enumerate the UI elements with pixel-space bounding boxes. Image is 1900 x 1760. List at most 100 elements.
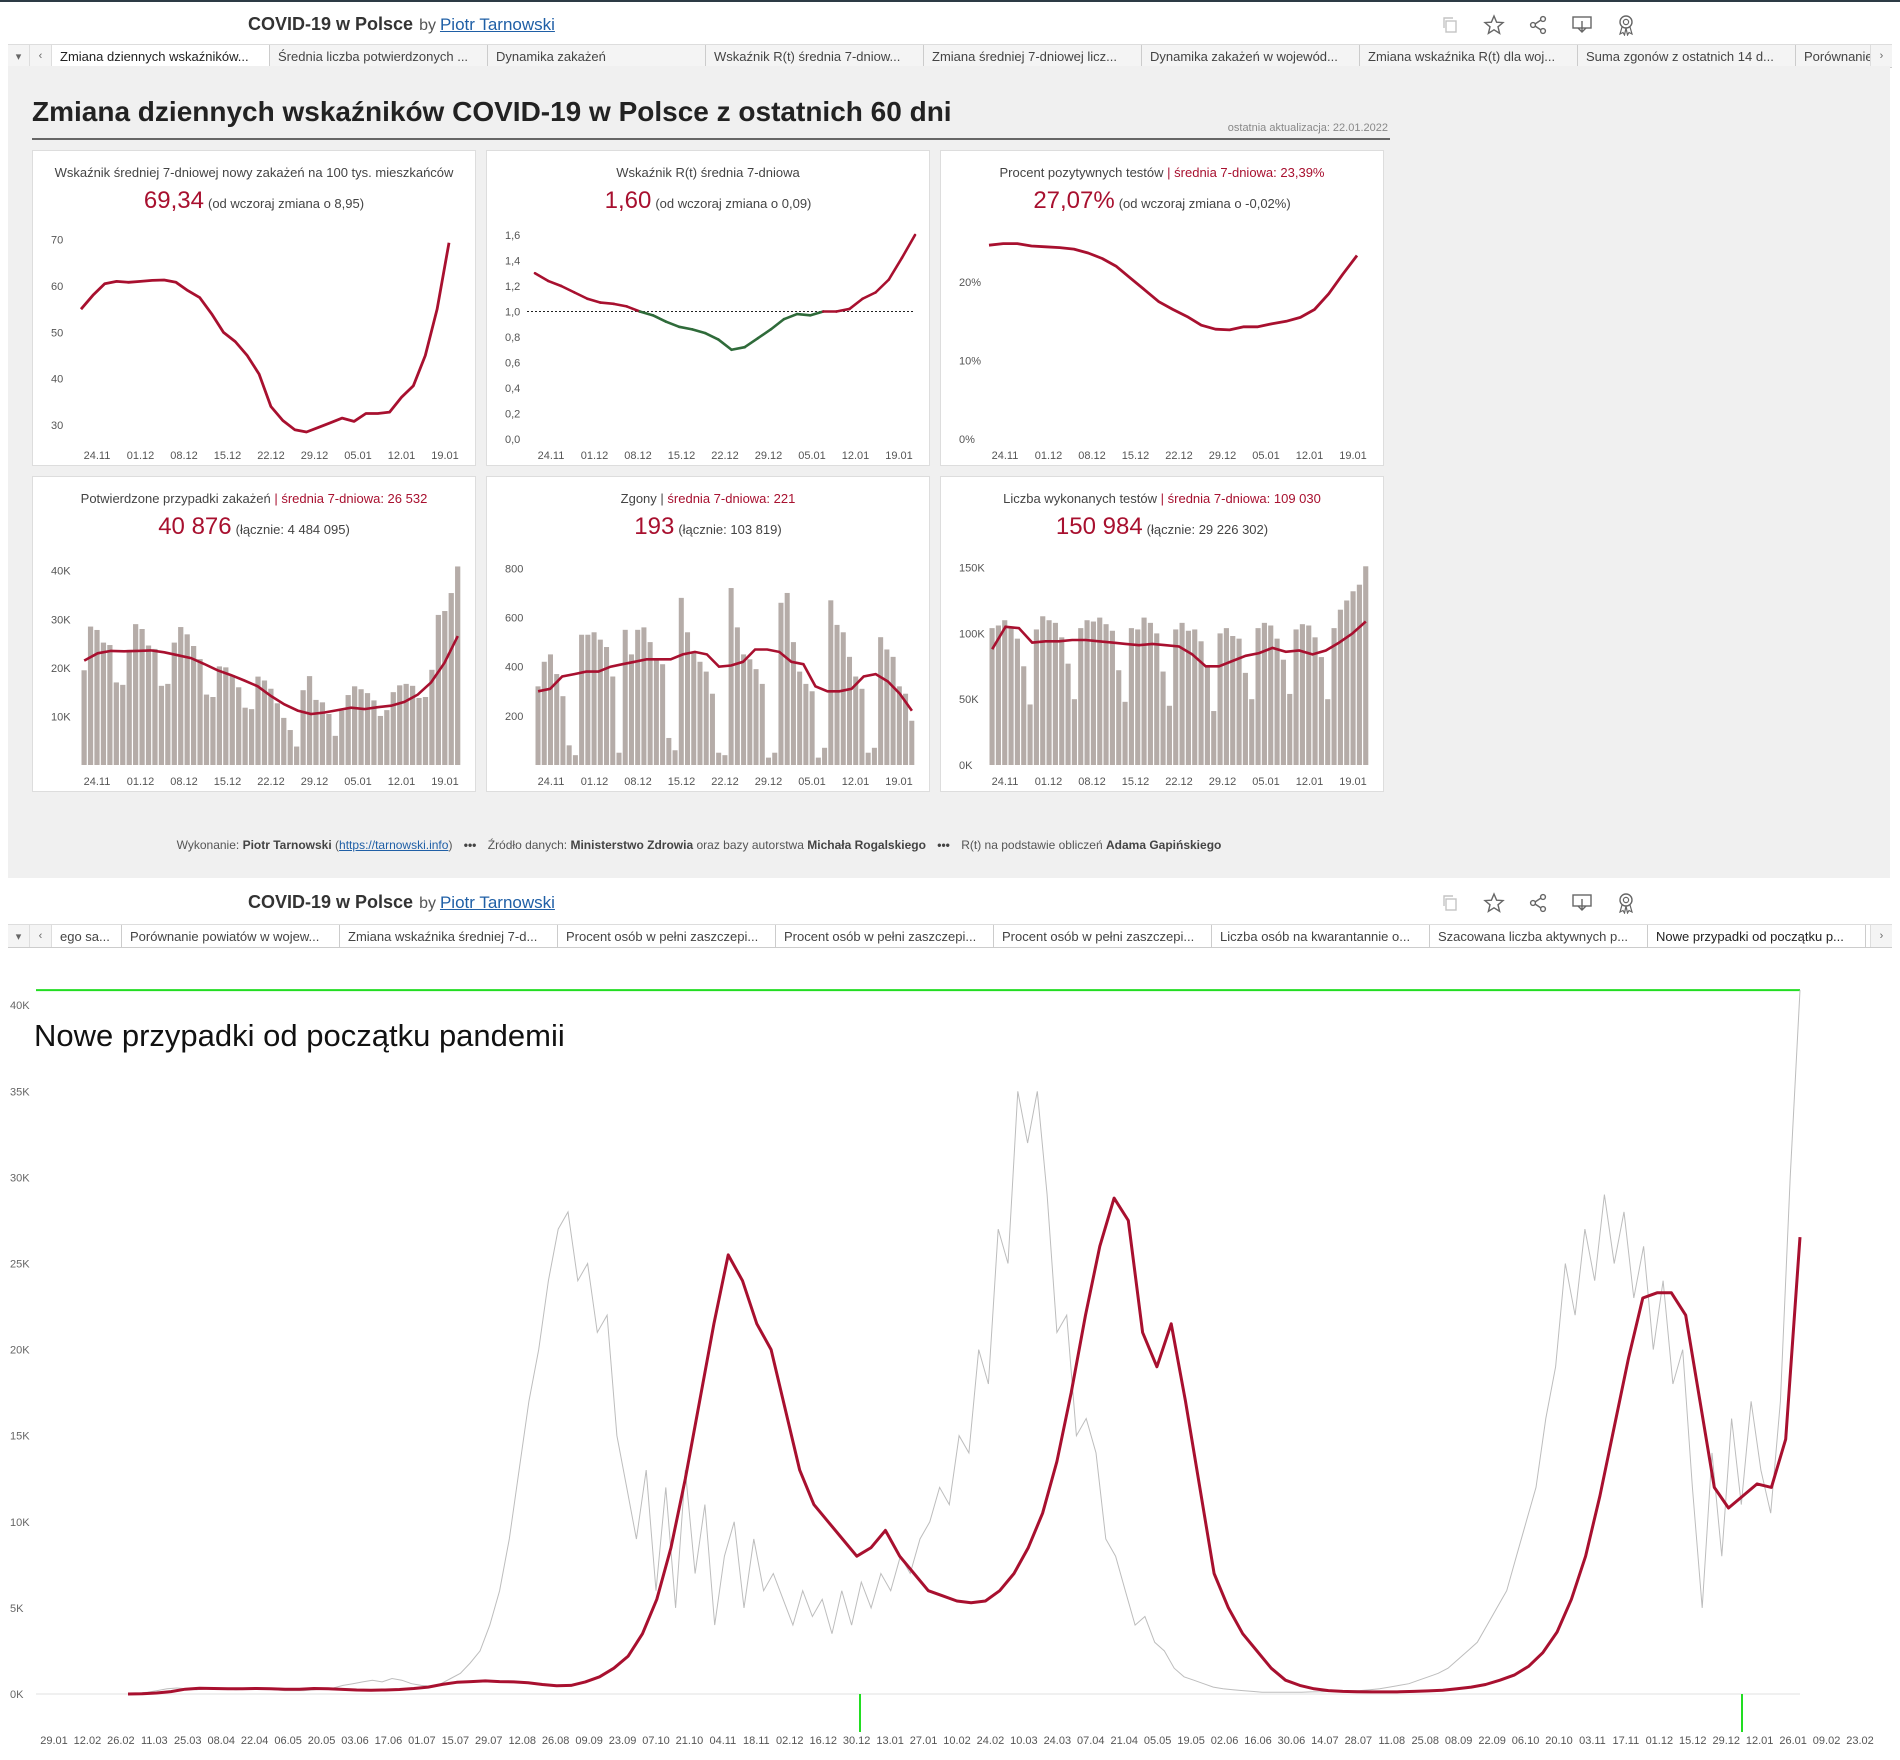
tab-aktywne-przypadki[interactable]: Szacowana liczba aktywnych p... — [1430, 925, 1648, 947]
rt-line-segment — [625, 305, 642, 313]
positive-tests-line-chart[interactable]: 20% 10% 0% 24.11 01.12 08.12 15.12 22.12 29.12 05… — [941, 223, 1385, 467]
rt-line-segment — [782, 312, 799, 321]
tabs-menu-dropdown[interactable]: ▾ — [8, 925, 30, 947]
sheet-tabs-top: ▾ ‹ Zmiana dziennych wskaźników... Średn… — [8, 44, 1892, 68]
incidence-line-chart[interactable]: 70 60 50 40 30 24.11 01.12 08.12 15.12 22.12 29.12… — [33, 223, 477, 467]
x-tick-label: 01.12 — [1035, 776, 1063, 788]
bar — [1249, 699, 1255, 765]
copy-icon[interactable] — [1435, 888, 1465, 918]
x-tick-label: 01.12 — [127, 776, 155, 788]
panel-deaths: Zgony | średnia 7-dniowa: 221 193 (łączni… — [486, 476, 930, 792]
tab-dynamika-zakazen[interactable]: Dynamika zakażeń — [488, 45, 706, 67]
new-cases-pandemic-chart[interactable]: 40K 35K 30K 25K 20K 15K 10K 5K 0K 29.01 12.02 26.02… — [0, 982, 1900, 1760]
deaths-bar-chart[interactable]: 800 600 400 200 24.11 01.12 08.12 15.12 22.12 29.… — [487, 549, 931, 793]
tab-suma-zgonow[interactable]: Suma zgonów z ostatnich 14 d... — [1578, 45, 1796, 67]
x-tick-label: 24.11 — [538, 450, 565, 462]
footer-website-link[interactable]: https://tarnowski.info — [339, 838, 449, 852]
y-tick-label: 40K — [10, 1000, 30, 1012]
panel-value: 69,34 (od wczoraj zmiana o 8,95) — [33, 187, 475, 215]
tabs-scroll-left[interactable]: ‹ — [30, 925, 52, 947]
panel-label-text: Liczba wykonanych testów — [1003, 491, 1158, 506]
star-icon[interactable] — [1479, 888, 1509, 918]
x-tick-label: 01.07 — [408, 1735, 436, 1747]
tabs-scroll-right[interactable]: › — [1870, 45, 1892, 67]
star-icon[interactable] — [1479, 10, 1509, 40]
download-icon[interactable] — [1567, 10, 1597, 40]
x-tick-label: 09.02 — [1813, 1735, 1841, 1747]
tabs-menu-dropdown[interactable]: ▾ — [8, 45, 30, 67]
x-tick-label: 20.05 — [308, 1735, 336, 1747]
avg-7day-line — [83, 635, 459, 716]
tab-kwarantanna[interactable]: Liczba osób na kwarantannie o... — [1212, 925, 1430, 947]
tab-porownanie-powiatow[interactable]: Porównanie powiatów w wojew... — [122, 925, 340, 947]
x-tick-label: 29.12 — [1712, 1735, 1740, 1747]
x-tick-label: 12.08 — [508, 1735, 536, 1747]
bar — [834, 624, 840, 765]
bar — [1299, 624, 1305, 765]
x-tick-label: 22.09 — [1478, 1735, 1506, 1747]
share-icon[interactable] — [1523, 10, 1553, 40]
daily-cases-line — [127, 990, 1801, 1695]
y-tick-label: 0K — [959, 760, 973, 772]
x-tick-label: 02.12 — [776, 1735, 804, 1747]
x-tick-label: 30.06 — [1278, 1735, 1306, 1747]
bar — [429, 669, 435, 765]
tab-wskaznik-rt[interactable]: Wskaźnik R(t) średnia 7-dniow... — [706, 45, 924, 67]
badge-icon[interactable] — [1611, 888, 1641, 918]
author-link[interactable]: Piotr Tarnowski — [439, 893, 555, 912]
bar — [1046, 620, 1052, 765]
x-tick-label: 29.12 — [301, 450, 329, 462]
bar — [352, 686, 358, 765]
bar — [1318, 657, 1324, 765]
panel-label: Wskaźnik R(t) średnia 7-dniowa — [487, 165, 929, 180]
tab-zmiana-sredniej[interactable]: Zmiana średniej 7-dniowej licz... — [924, 45, 1142, 67]
panel-label: Zgony | średnia 7-dniowa: 221 — [487, 491, 929, 506]
y-tick-label: 25K — [10, 1259, 30, 1271]
cases-bar-chart[interactable]: 40K 30K 20K 10K 24.11 01.12 08.12 15.12 22.12 29.… — [33, 549, 477, 793]
panel-incidence: Wskaźnik średniej 7-dniowej nowy zakażeń… — [32, 150, 476, 466]
tab-partial[interactable]: ego sa... — [52, 925, 122, 947]
tab-zmiana-wskaznika-sredniej[interactable]: Zmiana wskaźnika średniej 7-d... — [340, 925, 558, 947]
bar — [113, 682, 119, 765]
y-tick-label: 1,6 — [505, 230, 520, 242]
bar — [197, 659, 203, 765]
tab-procent-zaszczepionych-3[interactable]: Procent osób w pełni zaszczepi... — [994, 925, 1212, 947]
y-tick-label: 0,6 — [505, 358, 520, 370]
bar — [890, 656, 896, 765]
tab-dynamika-wojewodztwa[interactable]: Dynamika zakażeń w wojewód... — [1142, 45, 1360, 67]
bar — [660, 664, 666, 765]
tabs-scroll-left[interactable]: ‹ — [30, 45, 52, 67]
tab-zmiana-rt-woj[interactable]: Zmiana wskaźnika R(t) dla woj... — [1360, 45, 1578, 67]
rt-line-segment — [848, 297, 864, 311]
x-tick-label: 28.07 — [1345, 1735, 1373, 1747]
bar — [884, 649, 890, 765]
sheet-tabs-bottom: ▾ ‹ ego sa... Porównanie powiatów w woje… — [8, 924, 1892, 948]
tab-nowe-przypadki[interactable]: Nowe przypadki od początku p... — [1648, 925, 1866, 947]
y-tick-label: 40K — [51, 566, 71, 578]
bar — [1337, 609, 1343, 765]
download-icon[interactable] — [1567, 888, 1597, 918]
bar — [846, 656, 853, 765]
x-tick-label: 12.01 — [1296, 450, 1324, 462]
tests-bar-chart[interactable]: 150K 100K 50K 0K 24.11 01.12 08.12 15.12 22.12 29… — [941, 549, 1385, 793]
copy-icon[interactable] — [1435, 10, 1465, 40]
bar — [358, 689, 364, 765]
x-tick-label: 08.12 — [624, 776, 652, 788]
rt-line-chart[interactable]: 1,6 1,4 1,2 1,0 0,8 0,6 0,4 0,2 0,0 24.11 01.12 08.… — [487, 223, 931, 467]
tab-srednia-potwierdzonych[interactable]: Średnia liczba potwierdzonych ... — [270, 45, 488, 67]
badge-icon[interactable] — [1611, 10, 1641, 40]
panel-avg: | średnia 7-dniowa: 23,39% — [1167, 165, 1325, 180]
x-tick-label: 23.02 — [1846, 1735, 1874, 1747]
tab-procent-zaszczepionych-2[interactable]: Procent osób w pełni zaszczepi... — [776, 925, 994, 947]
x-tick-label: 08.09 — [1445, 1735, 1473, 1747]
tab-procent-zaszczepionych-1[interactable]: Procent osób w pełni zaszczepi... — [558, 925, 776, 947]
author-link[interactable]: Piotr Tarnowski — [439, 15, 555, 34]
bar — [809, 691, 815, 765]
bar — [1293, 629, 1299, 765]
tab-zmiana-dziennych[interactable]: Zmiana dziennych wskaźników... — [52, 45, 270, 67]
tabs-scroll-right[interactable]: › — [1870, 925, 1892, 947]
share-icon[interactable] — [1523, 888, 1553, 918]
bar — [229, 675, 235, 765]
footer-source-ministry: Ministerstwo Zdrowia — [570, 838, 694, 852]
bar — [572, 755, 578, 765]
